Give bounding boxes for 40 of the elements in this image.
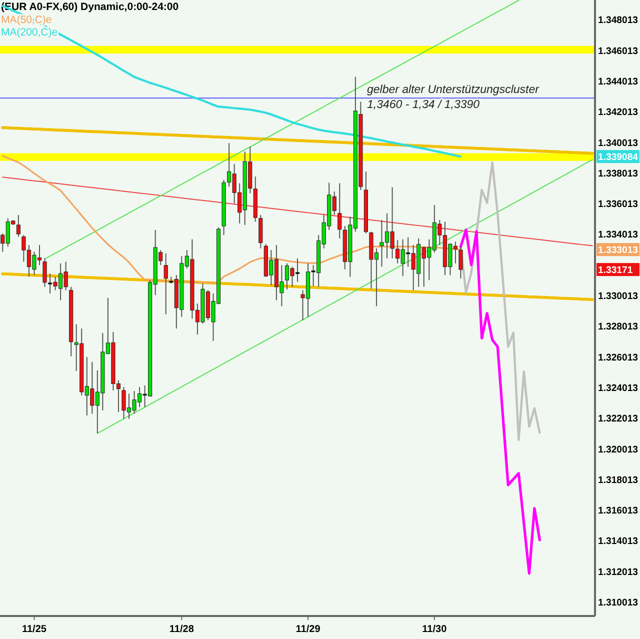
line-series [459,228,542,575]
line-series [1,126,594,155]
candlestick [458,246,463,279]
annotation: gelber alter Unterstützungscluster [367,84,540,96]
x-tick-label: 11/29 [296,624,321,635]
line-series [96,159,593,434]
y-tick-label: 1.336013 [598,199,638,210]
y-tick-label: 1.326013 [598,352,638,364]
y-tick-label: 1.344013 [598,76,638,88]
x-tick-label: 11/25 [22,624,47,635]
y-tick-label: 1.322013 [598,414,638,425]
y-tick-label: 1.314013 [598,536,638,548]
line-series [2,176,593,246]
line-series [2,155,462,284]
candlestick [338,182,342,239]
y-tick-label: 1.312013 [598,566,638,578]
y-tick-label: 1.342013 [598,107,638,118]
y-tick-label: 1.333013 [598,245,638,256]
y-tick-label: 1.338013 [598,168,638,180]
y-tick-label: 1.318013 [598,474,638,486]
y-tick-label: 1.339084 [598,152,639,164]
y-tick-label: 1.334013 [598,230,638,241]
y-tick-label: 1.340013 [598,138,638,149]
y-tick-label: 1.346013 [598,46,638,57]
y-tick-label: 1.316013 [598,506,638,517]
annotation: 1,3460 - 1,34 / 1,3390 [367,99,480,112]
candlestick [16,214,20,238]
y-tick-label: 1.330013 [598,291,638,302]
y-tick-label: 1.33171 [598,265,634,276]
y-tick-label: 1.320013 [598,444,638,456]
y-tick-label: 1.324013 [598,382,638,394]
x-tick-label: 11/28 [169,624,194,635]
x-tick-label: 11/30 [422,624,448,635]
y-tick-label: 1.328013 [598,322,638,333]
candlestick [42,258,47,288]
y-tick-label: 1.310013 [598,598,638,609]
line-series [460,161,541,442]
series-label: MA(200,C)e [1,26,58,38]
candlestick [164,252,168,315]
y-tick-label: 1.348013 [598,15,638,26]
